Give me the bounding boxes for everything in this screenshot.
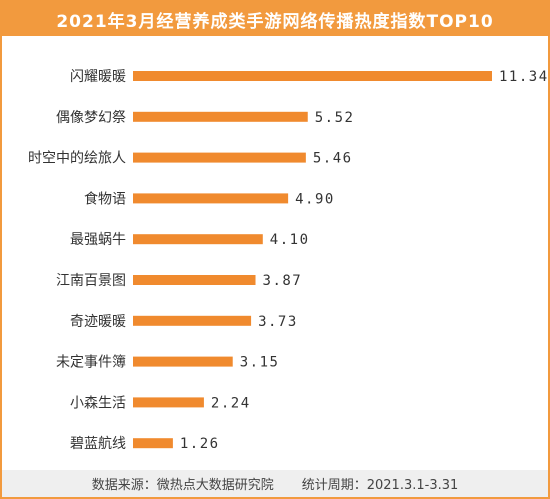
category-label: 奇迹暖暖 <box>70 313 126 330</box>
value-label: 4.90 <box>295 191 335 207</box>
value-label: 3.87 <box>263 273 303 289</box>
value-label: 1.26 <box>180 436 220 452</box>
value-label: 4.10 <box>270 232 310 248</box>
value-label: 5.46 <box>313 151 353 167</box>
category-label: 小森生活 <box>70 395 126 411</box>
category-label: 最强蜗牛 <box>70 232 126 248</box>
category-label: 闪耀暖暖 <box>70 69 126 85</box>
bar <box>133 397 204 408</box>
category-label: 未定事件簿 <box>56 355 126 371</box>
bar <box>133 193 289 204</box>
bar <box>133 234 263 245</box>
category-label: 江南百景图 <box>56 273 126 289</box>
bar <box>133 71 492 81</box>
bar-chart: 闪耀暖暖 11.34 偶像梦幻祭 5.52 时空中的绘旅人 5.46 食物语 4.90 最强蜗牛… <box>28 69 548 452</box>
bar <box>133 315 252 326</box>
title-bar: 2021年3月经营养成类手游网络传播热度指数TOP10 <box>2 2 548 36</box>
bar <box>133 111 308 122</box>
bar <box>133 275 256 285</box>
value-label: 2.24 <box>211 395 251 411</box>
bar <box>133 438 173 449</box>
data-source: 数据来源：微热点大数据研究院 <box>91 478 274 493</box>
value-label: 11.34 <box>499 69 548 85</box>
statistics-period: 统计周期：2021.3.1-3.31 <box>301 478 459 493</box>
bar <box>133 152 306 163</box>
chart-title: 2021年3月经营养成类手游网络传播热度指数TOP10 <box>56 11 494 32</box>
bar <box>133 356 233 367</box>
category-label: 碧蓝航线 <box>70 436 126 452</box>
category-label: 偶像梦幻祭 <box>56 110 126 126</box>
value-label: 5.52 <box>315 110 355 126</box>
value-label: 3.73 <box>258 314 298 330</box>
value-label: 3.15 <box>240 355 280 371</box>
category-label: 食物语 <box>84 190 126 207</box>
footer: 数据来源：微热点大数据研究院 统计周期：2021.3.1-3.31 <box>2 470 548 497</box>
category-label: 时空中的绘旅人 <box>28 151 126 167</box>
